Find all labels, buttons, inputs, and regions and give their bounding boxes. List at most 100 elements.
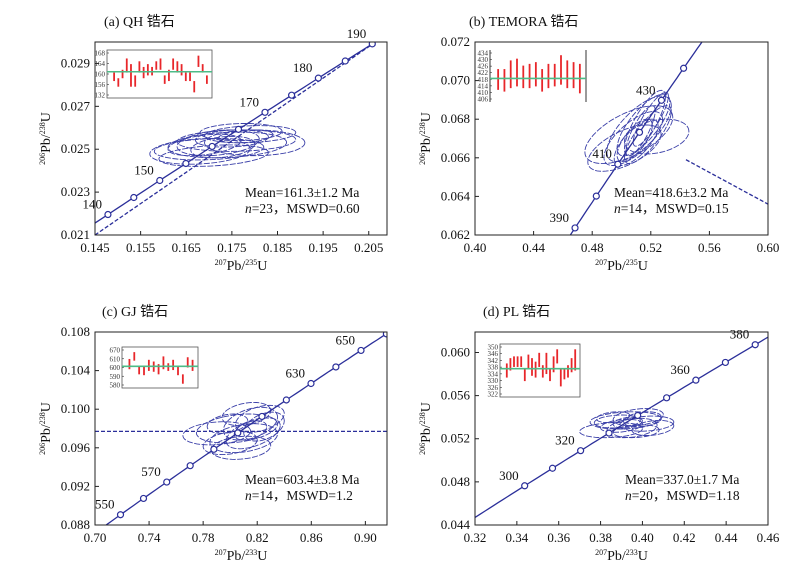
x-tick-label: 0.185 <box>263 240 292 255</box>
panel-a: (a) QH 锆石 140 150 170 180 190 0.145 0.155 0.165 0… <box>38 14 388 274</box>
age-marker-360 <box>692 376 700 384</box>
panel-d: (d) PL 锆石 300 320 360 380 0.32 0.34 0.36 0.38 0.4… <box>418 304 780 564</box>
x-tick-label: 0.42 <box>673 530 696 545</box>
x-label-base1: Pb/ <box>227 259 246 274</box>
age-marker-190 <box>368 42 376 48</box>
x-tick-label: 0.205 <box>354 240 383 255</box>
x-label-sup2: 235 <box>626 258 638 267</box>
n-mswd-value: =14，MSWD=0.15 <box>621 201 729 216</box>
inset-tick-label: 338 <box>488 364 499 372</box>
inset-tick-label: 600 <box>110 364 121 372</box>
y-label-base1: Pb/ <box>39 424 54 443</box>
inset-tick-label: 590 <box>110 373 121 381</box>
y-label-sup1: 206 <box>418 153 427 165</box>
n-mswd-value: =20，MSWD=1.18 <box>632 488 740 503</box>
y-tick-label: 0.048 <box>441 474 470 489</box>
x-label-base2: U <box>638 259 648 274</box>
panel-title: (b) TEMORA 锆石 <box>469 14 578 30</box>
error-ellipse <box>623 411 662 428</box>
x-tick-label: 0.36 <box>547 530 570 545</box>
x-tick-label: 0.145 <box>80 240 109 255</box>
y-tick-label: 0.044 <box>441 517 471 532</box>
error-ellipse <box>623 89 666 157</box>
x-label-sup1: 207 <box>215 258 227 267</box>
error-ellipse <box>233 420 268 441</box>
reference-dashed-line <box>95 42 376 235</box>
age-marker-610 <box>258 412 266 421</box>
age-marker-640 <box>332 363 340 371</box>
x-label-base2: U <box>257 549 267 564</box>
error-ellipse <box>195 413 278 444</box>
panel-title: (c) GJ 锆石 <box>102 304 168 320</box>
error-ellipse <box>595 411 631 424</box>
age-marker-175 <box>288 91 296 99</box>
error-ellipse <box>593 414 641 429</box>
y-tick-label: 0.066 <box>441 150 471 165</box>
concordia-curve <box>569 42 703 235</box>
panel-c: (c) GJ 锆石 550 570 630 650 0.70 0.74 0.78 0.82 0.8… <box>38 304 388 564</box>
y-label-base1: Pb/ <box>39 134 54 153</box>
y-tick-label: 0.056 <box>441 388 471 403</box>
age-label: 570 <box>141 464 161 479</box>
y-label-sup1: 206 <box>38 153 47 165</box>
mswd-text: n=14，MSWD=1.2 <box>245 488 353 503</box>
error-ellipse <box>618 415 675 432</box>
error-ellipse <box>217 129 274 144</box>
inset-tick-label: 322 <box>488 391 499 399</box>
error-ellipse <box>149 138 251 165</box>
x-tick-label: 0.175 <box>217 240 246 255</box>
age-marker-400 <box>592 192 600 200</box>
error-ellipse <box>167 131 288 159</box>
inset-age-plot: 168 164 160 156 132 <box>95 50 213 100</box>
y-tick-label: 0.068 <box>441 111 470 126</box>
mswd-text: n=14，MSWD=0.15 <box>614 201 729 216</box>
panel-b: (b) TEMORA 锆石 390 410 430 0.40 0.44 0.48 0.52 0.… <box>418 14 779 274</box>
y-label-sup1: 206 <box>418 443 427 455</box>
inset-tick-label: 430 <box>478 56 489 64</box>
panel-title: (a) QH 锆石 <box>104 14 175 30</box>
error-ellipse <box>182 421 251 446</box>
age-marker-370 <box>721 358 729 367</box>
age-marker-185 <box>341 57 349 65</box>
y-label-sup2: 238 <box>418 412 427 424</box>
x-tick-label: 0.46 <box>757 530 780 545</box>
x-label-base1: Pb/ <box>227 549 246 564</box>
plot-frame <box>474 41 769 236</box>
plot-area <box>95 42 377 235</box>
age-marker-580 <box>186 462 194 470</box>
x-axis-label: 207Pb/233U <box>595 548 648 564</box>
x-tick-label: 0.34 <box>505 530 528 545</box>
y-label-sup1: 206 <box>38 443 47 455</box>
age-marker-330 <box>605 429 613 437</box>
x-label-sup1: 207 <box>595 258 607 267</box>
y-tick-label: 0.023 <box>61 184 90 199</box>
inset-tick-label: 342 <box>488 357 499 365</box>
error-ellipse <box>623 105 672 165</box>
age-label: 630 <box>285 365 305 380</box>
y-label-sup2: 238 <box>418 122 427 134</box>
age-marker-170 <box>261 108 269 116</box>
age-marker-550 <box>116 511 125 519</box>
error-ellipse <box>222 406 278 441</box>
inset-tick-label: 334 <box>488 370 499 378</box>
x-label-sup2: 233 <box>245 548 257 557</box>
inset-tick-label: 326 <box>488 384 499 392</box>
age-marker-380 <box>751 341 759 349</box>
panel-title: (d) PL 锆石 <box>483 304 550 320</box>
y-tick-label: 0.027 <box>61 98 91 113</box>
y-tick-label: 0.052 <box>441 431 470 446</box>
x-tick-label: 0.78 <box>192 530 215 545</box>
age-label: 300 <box>499 468 519 483</box>
error-ellipse <box>235 404 285 433</box>
age-marker-430 <box>657 96 666 104</box>
age-marker-155 <box>182 159 190 168</box>
inset-tick-label: 164 <box>95 60 106 68</box>
mean-age-text: Mean=603.4±3.8 Ma <box>245 472 359 487</box>
y-label-base2: U <box>39 402 54 412</box>
y-tick-label: 0.104 <box>61 363 91 378</box>
y-axis-label: 206Pb/238U <box>38 402 54 455</box>
age-marker-310 <box>548 464 557 472</box>
